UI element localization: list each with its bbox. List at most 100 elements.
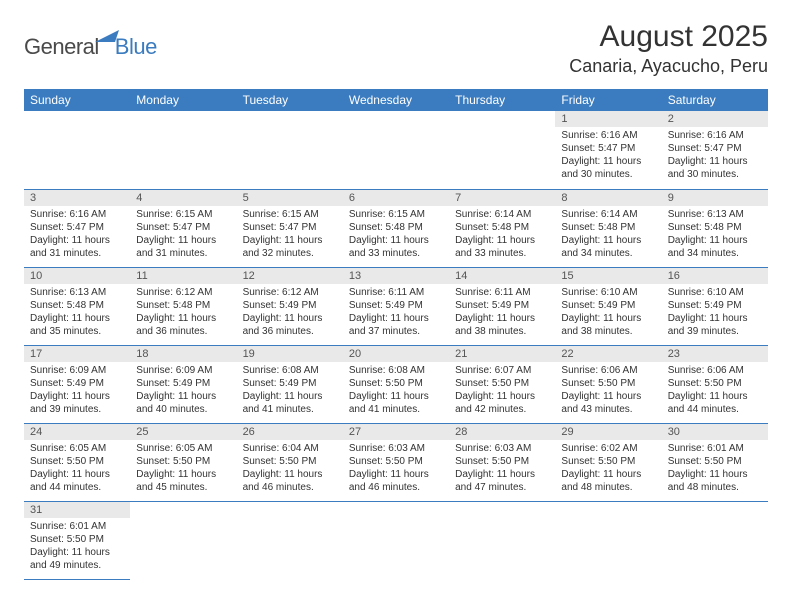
day-content: Sunrise: 6:15 AMSunset: 5:47 PMDaylight:… — [237, 206, 343, 264]
day-content: Sunrise: 6:13 AMSunset: 5:48 PMDaylight:… — [662, 206, 768, 264]
day-number: 5 — [237, 190, 343, 206]
title-block: August 2025 Canaria, Ayacucho, Peru — [569, 20, 768, 77]
calendar-cell: 12Sunrise: 6:12 AMSunset: 5:49 PMDayligh… — [237, 267, 343, 345]
calendar-cell: 19Sunrise: 6:08 AMSunset: 5:49 PMDayligh… — [237, 345, 343, 423]
calendar-cell: 23Sunrise: 6:06 AMSunset: 5:50 PMDayligh… — [662, 345, 768, 423]
day-number: 1 — [555, 111, 661, 127]
calendar-cell: 24Sunrise: 6:05 AMSunset: 5:50 PMDayligh… — [24, 423, 130, 501]
calendar-cell: 16Sunrise: 6:10 AMSunset: 5:49 PMDayligh… — [662, 267, 768, 345]
day-content: Sunrise: 6:15 AMSunset: 5:48 PMDaylight:… — [343, 206, 449, 264]
day-number: 11 — [130, 268, 236, 284]
calendar-cell: 21Sunrise: 6:07 AMSunset: 5:50 PMDayligh… — [449, 345, 555, 423]
calendar-head: SundayMondayTuesdayWednesdayThursdayFrid… — [24, 89, 768, 111]
calendar-cell: 31Sunrise: 6:01 AMSunset: 5:50 PMDayligh… — [24, 501, 130, 579]
day-content: Sunrise: 6:07 AMSunset: 5:50 PMDaylight:… — [449, 362, 555, 420]
day-content: Sunrise: 6:14 AMSunset: 5:48 PMDaylight:… — [449, 206, 555, 264]
calendar-row: 24Sunrise: 6:05 AMSunset: 5:50 PMDayligh… — [24, 423, 768, 501]
day-content: Sunrise: 6:12 AMSunset: 5:49 PMDaylight:… — [237, 284, 343, 342]
logo-text-blue: Blue — [115, 34, 157, 60]
day-header: Tuesday — [237, 89, 343, 111]
calendar-cell: 22Sunrise: 6:06 AMSunset: 5:50 PMDayligh… — [555, 345, 661, 423]
page-title: August 2025 — [569, 20, 768, 54]
header: General Blue August 2025 Canaria, Ayacuc… — [24, 20, 768, 77]
day-content: Sunrise: 6:13 AMSunset: 5:48 PMDaylight:… — [24, 284, 130, 342]
day-number: 19 — [237, 346, 343, 362]
calendar-body: 1Sunrise: 6:16 AMSunset: 5:47 PMDaylight… — [24, 111, 768, 579]
calendar-cell: 7Sunrise: 6:14 AMSunset: 5:48 PMDaylight… — [449, 189, 555, 267]
calendar-row: 10Sunrise: 6:13 AMSunset: 5:48 PMDayligh… — [24, 267, 768, 345]
day-header-row: SundayMondayTuesdayWednesdayThursdayFrid… — [24, 89, 768, 111]
calendar-cell — [237, 501, 343, 579]
day-number: 22 — [555, 346, 661, 362]
calendar-cell — [130, 111, 236, 189]
day-number: 13 — [343, 268, 449, 284]
calendar-cell: 30Sunrise: 6:01 AMSunset: 5:50 PMDayligh… — [662, 423, 768, 501]
calendar-cell — [237, 111, 343, 189]
day-content: Sunrise: 6:16 AMSunset: 5:47 PMDaylight:… — [555, 127, 661, 185]
day-number: 26 — [237, 424, 343, 440]
day-content: Sunrise: 6:04 AMSunset: 5:50 PMDaylight:… — [237, 440, 343, 498]
calendar-cell: 2Sunrise: 6:16 AMSunset: 5:47 PMDaylight… — [662, 111, 768, 189]
day-number: 17 — [24, 346, 130, 362]
calendar-cell: 20Sunrise: 6:08 AMSunset: 5:50 PMDayligh… — [343, 345, 449, 423]
day-content: Sunrise: 6:11 AMSunset: 5:49 PMDaylight:… — [343, 284, 449, 342]
location-text: Canaria, Ayacucho, Peru — [569, 56, 768, 77]
day-header: Sunday — [24, 89, 130, 111]
day-content: Sunrise: 6:08 AMSunset: 5:50 PMDaylight:… — [343, 362, 449, 420]
day-content: Sunrise: 6:01 AMSunset: 5:50 PMDaylight:… — [24, 518, 130, 576]
day-number: 8 — [555, 190, 661, 206]
day-content: Sunrise: 6:15 AMSunset: 5:47 PMDaylight:… — [130, 206, 236, 264]
day-number: 14 — [449, 268, 555, 284]
day-number: 25 — [130, 424, 236, 440]
calendar-cell: 5Sunrise: 6:15 AMSunset: 5:47 PMDaylight… — [237, 189, 343, 267]
day-number: 28 — [449, 424, 555, 440]
day-content: Sunrise: 6:08 AMSunset: 5:49 PMDaylight:… — [237, 362, 343, 420]
calendar-cell — [343, 111, 449, 189]
day-content: Sunrise: 6:03 AMSunset: 5:50 PMDaylight:… — [449, 440, 555, 498]
calendar-cell: 8Sunrise: 6:14 AMSunset: 5:48 PMDaylight… — [555, 189, 661, 267]
day-header: Monday — [130, 89, 236, 111]
day-header: Saturday — [662, 89, 768, 111]
calendar-cell: 1Sunrise: 6:16 AMSunset: 5:47 PMDaylight… — [555, 111, 661, 189]
day-number: 24 — [24, 424, 130, 440]
day-number: 31 — [24, 502, 130, 518]
day-number: 18 — [130, 346, 236, 362]
day-number: 27 — [343, 424, 449, 440]
day-header: Friday — [555, 89, 661, 111]
day-header: Wednesday — [343, 89, 449, 111]
day-content: Sunrise: 6:06 AMSunset: 5:50 PMDaylight:… — [662, 362, 768, 420]
day-number: 6 — [343, 190, 449, 206]
calendar-cell — [343, 501, 449, 579]
day-content: Sunrise: 6:11 AMSunset: 5:49 PMDaylight:… — [449, 284, 555, 342]
calendar-cell — [555, 501, 661, 579]
calendar-cell: 28Sunrise: 6:03 AMSunset: 5:50 PMDayligh… — [449, 423, 555, 501]
day-content: Sunrise: 6:16 AMSunset: 5:47 PMDaylight:… — [24, 206, 130, 264]
day-number: 16 — [662, 268, 768, 284]
day-number: 12 — [237, 268, 343, 284]
calendar-table: SundayMondayTuesdayWednesdayThursdayFrid… — [24, 89, 768, 580]
calendar-cell: 25Sunrise: 6:05 AMSunset: 5:50 PMDayligh… — [130, 423, 236, 501]
day-number: 29 — [555, 424, 661, 440]
day-content: Sunrise: 6:02 AMSunset: 5:50 PMDaylight:… — [555, 440, 661, 498]
day-number: 30 — [662, 424, 768, 440]
day-number: 2 — [662, 111, 768, 127]
calendar-row: 1Sunrise: 6:16 AMSunset: 5:47 PMDaylight… — [24, 111, 768, 189]
day-number: 15 — [555, 268, 661, 284]
day-number: 20 — [343, 346, 449, 362]
day-number: 3 — [24, 190, 130, 206]
calendar-cell — [449, 111, 555, 189]
calendar-cell: 18Sunrise: 6:09 AMSunset: 5:49 PMDayligh… — [130, 345, 236, 423]
day-number: 7 — [449, 190, 555, 206]
calendar-cell — [449, 501, 555, 579]
logo-text-general: General — [24, 34, 99, 60]
day-content: Sunrise: 6:14 AMSunset: 5:48 PMDaylight:… — [555, 206, 661, 264]
calendar-cell: 29Sunrise: 6:02 AMSunset: 5:50 PMDayligh… — [555, 423, 661, 501]
day-number: 4 — [130, 190, 236, 206]
calendar-cell: 27Sunrise: 6:03 AMSunset: 5:50 PMDayligh… — [343, 423, 449, 501]
calendar-cell — [662, 501, 768, 579]
logo: General Blue — [24, 20, 157, 65]
day-content: Sunrise: 6:10 AMSunset: 5:49 PMDaylight:… — [662, 284, 768, 342]
calendar-row: 3Sunrise: 6:16 AMSunset: 5:47 PMDaylight… — [24, 189, 768, 267]
calendar-row: 31Sunrise: 6:01 AMSunset: 5:50 PMDayligh… — [24, 501, 768, 579]
day-content: Sunrise: 6:16 AMSunset: 5:47 PMDaylight:… — [662, 127, 768, 185]
